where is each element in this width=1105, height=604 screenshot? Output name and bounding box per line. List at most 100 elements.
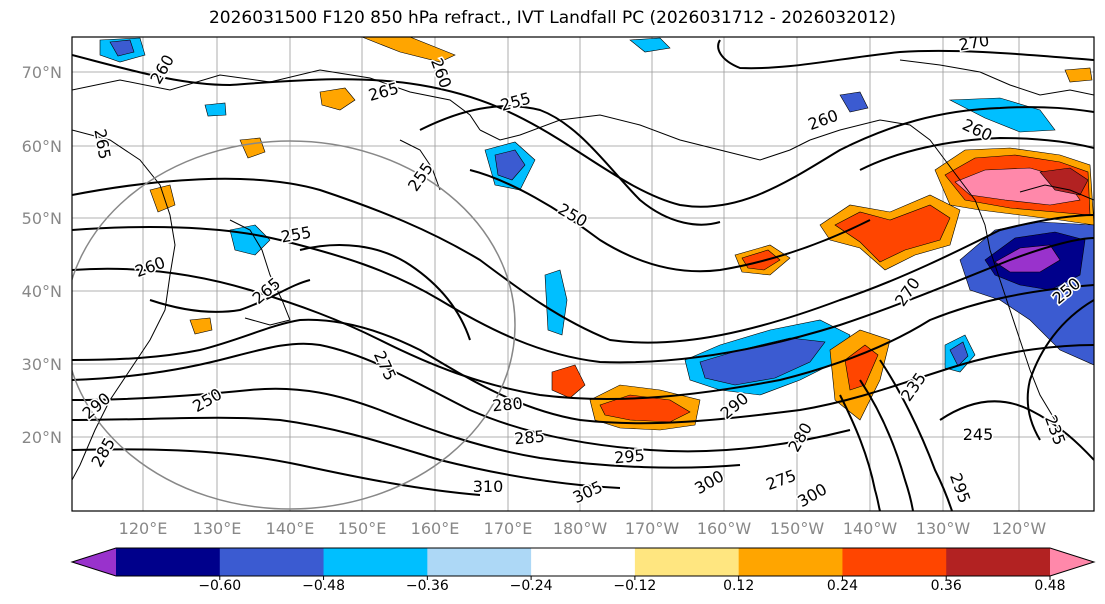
longitude-label: 130°E [193,519,242,538]
contour-line [717,39,1094,70]
coastline [479,114,811,161]
coastline [229,219,291,326]
colorbar-tick-label: −0.48 [302,578,345,594]
shade-patch [1064,67,1093,83]
latitude-label: 40°N [22,282,62,301]
colorbar-segment [531,548,636,576]
contour-line [72,54,1094,208]
contour-label: 245 [963,425,994,444]
latitude-label: 50°N [22,209,62,228]
distance-ring [72,140,516,510]
colorbar-tick-label: 0.48 [1034,578,1065,594]
colorbar-segment [323,548,428,576]
shade-patch [599,394,691,423]
shade-patch [844,344,879,391]
latitude-label: 60°N [22,137,62,156]
contour-line [469,169,871,273]
contour-line [839,394,881,511]
shade-patch [204,102,227,117]
contour-line [859,379,914,511]
coastline [399,139,441,191]
colorbar-tick-label: 0.24 [827,578,858,594]
colorbar-outline [70,547,1096,577]
colorbar-tick-label: −0.36 [406,578,449,594]
map-background [72,37,1094,511]
contour-line [149,279,311,313]
shade-patch [834,204,951,263]
shade-patch [948,97,1056,133]
latitude-labels: 20°N 30°N 40°N 50°N 60°N 70°N [22,63,62,447]
colorbar-tick-label: −0.12 [613,578,656,594]
map-title: 2026031500 F120 850 hPa refract., IVT La… [208,8,896,28]
longitude-label: 170°W [625,519,680,538]
contour-line [879,359,953,511]
contour-line [72,318,1094,425]
longitude-label: 140°E [266,519,315,538]
contour-label: 295 [613,446,645,468]
coastline [1019,184,1094,201]
shade-patch [629,37,671,53]
longitude-label: 140°W [843,519,898,538]
contour-line [299,244,471,341]
shade-patch [149,184,176,213]
colorbar-tick-label: 0.36 [931,578,962,594]
longitude-label: 160°E [411,519,460,538]
coastline [809,119,1056,421]
contour-line [72,226,1094,364]
coastline [72,69,481,131]
colorbar-segment [1050,548,1094,576]
colorbar-segment [427,548,532,576]
colorbar-segment [634,548,740,576]
contour-line [72,342,851,453]
contour-label: 280 [491,394,523,416]
shade-patch [361,37,456,63]
longitude-label: 130°W [916,519,971,538]
latitude-label: 30°N [22,355,62,374]
shade-patch [189,317,213,335]
colorbar-segment [72,548,116,576]
coastline [72,129,176,481]
shade-patch [319,87,356,111]
shade-patch [741,249,781,271]
contour-label: 285 [513,427,545,449]
coastlines [72,59,1094,481]
longitude-label: 150°E [338,519,387,538]
colorbar [70,547,1096,577]
contour-line [1026,299,1094,441]
map-frame [71,36,1095,512]
gridlines [72,37,1094,511]
contour-label: 310 [473,477,504,496]
latitude-label: 20°N [22,428,62,447]
colorbar-tick-label: 0.12 [723,578,754,594]
contour-line [72,177,1094,344]
colorbar-segment [738,548,843,576]
contour-label: 265 [366,79,400,105]
contour-line [419,105,721,226]
longitude-label: 160°W [697,519,752,538]
shade-patch [839,91,869,113]
contour-line [859,136,1094,171]
coastline [899,59,1094,96]
contour-line [72,267,1094,400]
colorbar-tick-label: −0.24 [510,578,553,594]
shade-patch [994,244,1061,273]
shade-patch [109,39,135,57]
colorbar-tick-label: −0.60 [198,578,241,594]
contour-line [939,400,1094,461]
longitude-label: 180°W [553,519,608,538]
contour-line [72,448,481,496]
colorbar-segment [116,548,221,576]
longitude-label: 120°E [119,519,168,538]
colorbar-segment [842,548,947,576]
longitude-label: 120°W [992,519,1047,538]
longitude-labels: 120°E 130°E 140°E 150°E 160°E 170°E 180°W 170°W… [119,519,1047,538]
shade-patch [949,341,969,367]
shade-patch [551,364,586,399]
shade-patch [494,149,526,181]
contour-line [72,387,741,469]
latitude-label: 70°N [22,63,62,82]
longitude-label: 150°W [770,519,825,538]
colorbar-ticks: −0.60 −0.48 −0.36 −0.24 −0.12 0.12 0.24 0.36 0.4… [198,576,1066,594]
colorbar-segment [219,548,325,576]
